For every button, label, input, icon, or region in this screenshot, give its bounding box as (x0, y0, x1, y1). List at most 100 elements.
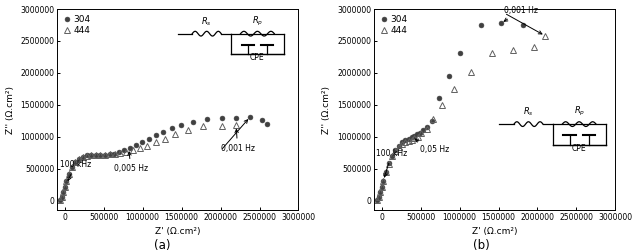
304 (375, 195, 382, 198)
304 (92, 153, 100, 156)
444 (184, 128, 191, 131)
444 (489, 52, 496, 55)
304 (177, 124, 184, 127)
304 (110, 152, 118, 155)
304 (87, 153, 95, 156)
444 (232, 124, 240, 127)
304 (402, 139, 410, 142)
444 (83, 155, 91, 158)
304 (258, 119, 265, 122)
444 (68, 166, 76, 169)
444 (152, 141, 160, 144)
Line: 444: 444 (57, 123, 239, 203)
304 (121, 149, 128, 152)
304 (373, 199, 381, 202)
Text: 0,001 Hz: 0,001 Hz (504, 6, 538, 21)
Legend: 304, 444: 304, 444 (61, 14, 93, 37)
444 (373, 199, 381, 202)
444 (59, 191, 67, 194)
304 (145, 137, 152, 140)
304 (388, 154, 396, 157)
304 (378, 185, 385, 188)
444 (508, 48, 516, 51)
304 (232, 116, 240, 119)
304 (218, 117, 226, 120)
Y-axis label: Z'' (Ω.cm²): Z'' (Ω.cm²) (6, 85, 15, 134)
444 (122, 150, 130, 153)
444 (395, 145, 403, 148)
304 (138, 141, 145, 144)
304 (399, 141, 406, 144)
X-axis label: Z' (Ω.cm²): Z' (Ω.cm²) (155, 227, 200, 236)
304 (79, 155, 87, 158)
444 (61, 185, 69, 188)
304 (152, 134, 160, 137)
444 (392, 149, 399, 152)
304 (419, 129, 427, 132)
444 (408, 138, 415, 141)
Legend: 304, 444: 304, 444 (378, 14, 409, 37)
444 (200, 125, 207, 128)
Line: 304: 304 (57, 114, 270, 203)
444 (96, 153, 104, 156)
304 (376, 191, 384, 194)
304 (380, 179, 387, 182)
304 (413, 133, 421, 136)
444 (382, 171, 389, 174)
444 (468, 70, 475, 73)
304 (416, 131, 424, 134)
304 (436, 97, 443, 100)
304 (411, 135, 419, 138)
Text: $R_s$: $R_s$ (202, 15, 212, 28)
444 (92, 153, 100, 156)
Text: 100 kHz: 100 kHz (60, 160, 91, 180)
304 (395, 144, 403, 147)
444 (144, 144, 151, 147)
304 (478, 23, 486, 26)
444 (380, 179, 387, 182)
444 (530, 45, 537, 48)
Text: $R_p$: $R_p$ (574, 105, 585, 118)
304 (203, 118, 211, 121)
Text: CPE: CPE (250, 53, 265, 62)
304 (159, 130, 167, 133)
444 (378, 185, 385, 188)
304 (96, 153, 104, 156)
444 (65, 172, 73, 175)
444 (542, 34, 549, 37)
304 (58, 195, 66, 198)
304 (83, 154, 91, 157)
444 (376, 191, 384, 194)
304 (457, 52, 464, 55)
304 (101, 153, 108, 156)
Line: 304: 304 (375, 21, 526, 203)
304 (59, 191, 67, 194)
304 (168, 127, 175, 130)
304 (115, 151, 123, 154)
444 (63, 180, 70, 183)
304 (246, 115, 254, 118)
444 (106, 153, 114, 156)
444 (75, 158, 83, 161)
Text: 0,005 Hz: 0,005 Hz (114, 152, 148, 173)
304 (56, 199, 64, 202)
444 (161, 137, 168, 140)
444 (402, 141, 410, 144)
Text: CPE: CPE (572, 144, 586, 152)
304 (385, 162, 392, 165)
304 (497, 22, 505, 25)
304 (106, 153, 114, 156)
304 (423, 125, 431, 128)
304 (61, 185, 69, 188)
304 (519, 23, 527, 26)
Text: $R_p$: $R_p$ (252, 15, 263, 28)
444 (411, 137, 419, 140)
444 (116, 151, 124, 154)
444 (101, 153, 108, 156)
304 (71, 161, 78, 164)
444 (423, 128, 431, 131)
304 (404, 137, 412, 140)
304 (63, 180, 70, 183)
X-axis label: Z' (Ω.cm²): Z' (Ω.cm²) (472, 227, 517, 236)
444 (129, 148, 137, 151)
